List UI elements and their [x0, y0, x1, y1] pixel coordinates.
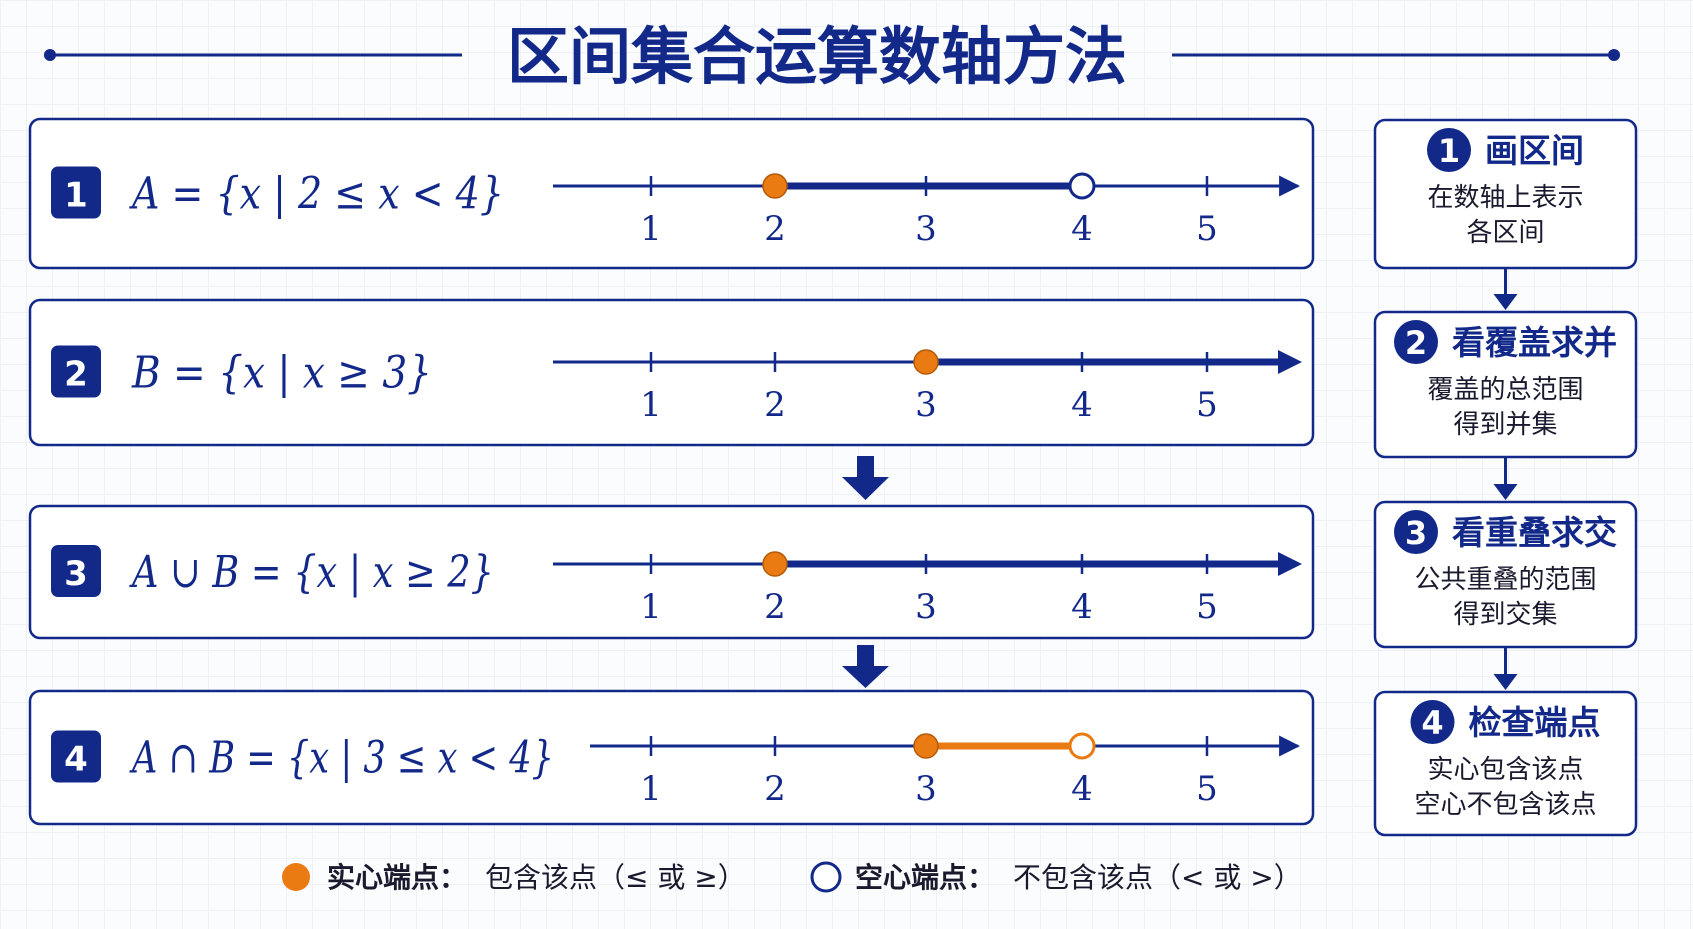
axis-tick-label: 4 — [1071, 769, 1093, 809]
row-number-badge — [51, 545, 101, 597]
interval-panel: 1 A = {x | 2 ≤ x < 4} 1 2 3 4 5 — [28, 117, 1315, 270]
legend-solid-label: 实心端点： — [327, 861, 467, 894]
title-group: 区间集合运算数轴方法 — [44, 20, 1620, 93]
panel-frame — [28, 117, 1315, 270]
set-formula: A ∩ B = {x | 3 ≤ x < 4} — [129, 733, 554, 784]
down-arrow-icon — [1493, 294, 1518, 310]
row-number-badge — [51, 166, 101, 219]
axis-tick-label: 3 — [915, 209, 937, 249]
axis-tick-label: 1 — [640, 769, 662, 809]
step-description: 在数轴上表示 — [1427, 183, 1583, 213]
axis-tick-label: 5 — [1196, 769, 1218, 809]
legend-hollow-desc: 不包含该点（< 或 >） — [1013, 861, 1302, 894]
axis-tick-label: 3 — [915, 385, 937, 425]
axis-tick-label: 1 — [640, 385, 662, 425]
axis-tick-label: 5 — [1196, 587, 1218, 627]
axis-tick-label: 3 — [915, 587, 937, 627]
axis-tick-label: 4 — [1071, 587, 1093, 627]
interval-arrow-icon — [1278, 552, 1302, 576]
step-title: 检查端点 — [1469, 703, 1601, 742]
step-number: 4 — [1421, 704, 1443, 742]
row-number: 1 — [64, 176, 88, 216]
axis-tick-label: 2 — [764, 385, 786, 425]
step-number: 1 — [1438, 132, 1460, 170]
panel-frame — [28, 689, 1315, 826]
row-number-badge — [51, 730, 101, 783]
interval-panel: 4 A ∩ B = {x | 3 ≤ x < 4} 1 2 3 4 5 — [28, 689, 1315, 826]
page-title: 区间集合运算数轴方法 — [507, 20, 1127, 93]
step-number-badge — [1394, 320, 1438, 364]
axis-tick-label: 1 — [640, 587, 662, 627]
hollow-endpoint — [1068, 732, 1096, 760]
step-description: 覆盖的总范围 — [1427, 375, 1583, 405]
legend-solid-dot — [282, 863, 310, 891]
step-description: 得到交集 — [1453, 600, 1557, 630]
step-number: 2 — [1405, 324, 1427, 362]
step-description: 得到并集 — [1453, 410, 1557, 440]
solid-endpoint — [913, 733, 939, 759]
row-number: 2 — [64, 355, 88, 395]
axis-tick-label: 4 — [1071, 385, 1093, 425]
solid-endpoint — [762, 551, 788, 577]
legend-hollow-label: 空心端点： — [855, 861, 995, 894]
set-formula: B = {x | x ≥ 3} — [131, 348, 432, 399]
axis-tick-label: 5 — [1196, 209, 1218, 249]
step-number: 3 — [1405, 514, 1427, 552]
set-formula: A = {x | 2 ≤ x < 4} — [129, 169, 504, 220]
axis-tick-label: 4 — [1071, 209, 1093, 249]
title-rule-left-dot — [44, 49, 56, 61]
panel-flow-arrows — [842, 456, 889, 688]
step-title: 画区间 — [1485, 131, 1584, 170]
solid-endpoint — [913, 349, 939, 375]
panel-frame — [28, 504, 1315, 640]
axis-tick-label: 2 — [764, 769, 786, 809]
down-arrow-icon — [1493, 674, 1518, 690]
row-number-badge — [51, 345, 101, 398]
down-arrow-icon — [1493, 484, 1518, 500]
title-rule-right-dot — [1608, 49, 1620, 61]
step-description: 各区间 — [1466, 218, 1544, 248]
step-description: 空心不包含该点 — [1414, 790, 1596, 820]
axis-tick-label: 3 — [915, 769, 937, 809]
step-number-badge — [1427, 128, 1471, 172]
step-number-badge — [1410, 700, 1455, 744]
step-number-badge — [1394, 510, 1438, 554]
axis-tick-label: 1 — [640, 209, 662, 249]
row-number: 3 — [64, 554, 88, 594]
interval-panels: 1 A = {x | 2 ≤ x < 4} 1 2 3 4 5 2 B = {x | x ≥ 3… — [28, 117, 1315, 826]
interval-arrow-icon — [1278, 350, 1302, 374]
row-number: 4 — [64, 740, 88, 780]
hollow-endpoint — [1068, 172, 1096, 200]
down-arrow-icon — [842, 645, 889, 688]
down-arrow-icon — [842, 456, 889, 500]
solid-endpoint — [762, 173, 788, 199]
legend: 实心端点： 包含该点（≤ 或 ≥） 空心端点： 不包含该点（< 或 >） — [282, 861, 1302, 894]
axis-tick-label: 2 — [764, 587, 786, 627]
axis-tick-label: 5 — [1196, 385, 1218, 425]
panel-frame — [28, 298, 1315, 447]
interval-panel: 2 B = {x | x ≥ 3} 1 2 3 4 5 — [28, 298, 1315, 447]
step-description: 实心包含该点 — [1427, 755, 1583, 785]
set-formula: A ∪ B = {x | x ≥ 2} — [129, 547, 494, 598]
legend-hollow-dot — [810, 861, 842, 893]
step-title: 看覆盖求并 — [1452, 323, 1617, 362]
legend-solid-desc: 包含该点（≤ 或 ≥） — [485, 861, 746, 894]
axis-tick-label: 2 — [764, 209, 786, 249]
step-title: 看重叠求交 — [1452, 513, 1617, 552]
interval-panel: 3 A ∪ B = {x | x ≥ 2} 1 2 3 4 5 — [28, 504, 1315, 640]
step-description: 公共重叠的范围 — [1414, 565, 1596, 595]
